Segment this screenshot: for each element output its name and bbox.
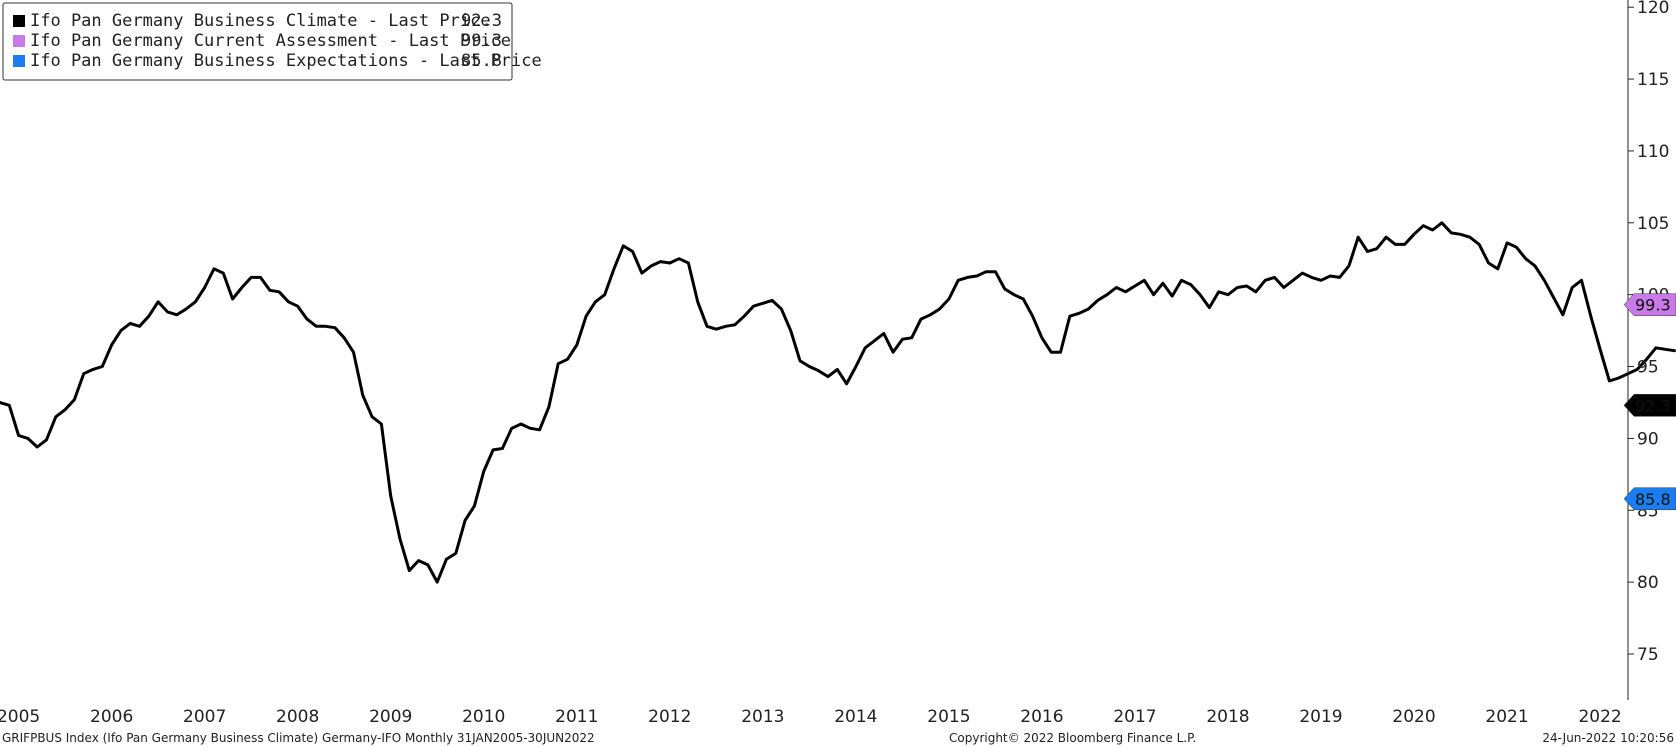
series-line-0 <box>0 221 1676 584</box>
legend-item: Ifo Pan Germany Business Expectations - … <box>13 51 542 71</box>
last-value-tag-label: 92.3 <box>1635 396 1671 415</box>
x-tick-label: 2009 <box>369 707 412 727</box>
last-value-tag-label: 99.3 <box>1635 296 1671 315</box>
x-tick-label: 2022 <box>1578 707 1621 727</box>
legend-swatch <box>13 35 25 47</box>
y-tick-label: 120 <box>1637 0 1669 18</box>
x-tick-label: 2014 <box>834 707 877 727</box>
x-tick-label: 2013 <box>741 707 784 727</box>
legend: Ifo Pan Germany Business Climate - Last … <box>2 2 542 81</box>
legend-item: Ifo Pan Germany Business Climate - Last … <box>13 11 502 31</box>
footer-copyright: Copyright© 2022 Bloomberg Finance L.P. <box>949 731 1197 745</box>
last-value-tag-shape <box>1623 487 1676 511</box>
last-value-tag-shape <box>1623 394 1676 417</box>
x-tick-label: 2007 <box>183 707 226 727</box>
y-tick-label: 95 <box>1637 358 1659 378</box>
last-value-tag: 85.8 <box>1623 487 1676 511</box>
x-tick-label: 2010 <box>462 707 505 727</box>
legend-value: 85.8 <box>461 51 502 71</box>
x-tick-label: 2008 <box>276 707 319 727</box>
last-value-tags: 99.3 92.3 85.8 <box>1623 293 1676 511</box>
footer-timestamp: 24-Jun-2022 10:20:56 <box>1542 731 1674 745</box>
x-tick-label: 2017 <box>1113 707 1156 727</box>
x-axis: 2005 2006 2007 2008 2009 2010 2011 2012 2013 2014… <box>0 707 1622 727</box>
last-value-tag-shape <box>1623 293 1676 316</box>
legend-value: 99.3 <box>461 31 502 51</box>
legend-label: Ifo Pan Germany Business Climate - Last … <box>30 11 491 31</box>
x-tick-label: 2006 <box>90 707 133 727</box>
y-tick-label: 80 <box>1637 573 1659 593</box>
x-tick-label: 2016 <box>1020 707 1063 727</box>
y-tick-label: 75 <box>1637 645 1659 665</box>
last-value-tag: 99.3 <box>1623 293 1676 316</box>
legend-swatch <box>13 55 25 67</box>
x-tick-label: 2012 <box>648 707 691 727</box>
x-tick-label: 2011 <box>555 707 598 727</box>
y-tick-label: 115 <box>1637 70 1669 90</box>
x-tick-label: 2021 <box>1485 707 1528 727</box>
x-tick-label: 2005 <box>0 707 40 727</box>
footer-source: GRIFPBUS Index (Ifo Pan Germany Business… <box>2 731 595 745</box>
y-tick-label: 90 <box>1637 429 1659 449</box>
y-tick-label: 110 <box>1637 142 1669 162</box>
plot-area <box>0 221 1676 584</box>
footer: GRIFPBUS Index (Ifo Pan Germany Business… <box>0 729 1676 747</box>
x-tick-label: 2018 <box>1206 707 1249 727</box>
y-tick-label: 105 <box>1637 214 1669 234</box>
last-value-tag-label: 85.8 <box>1635 490 1671 509</box>
x-tick-label: 2020 <box>1392 707 1435 727</box>
legend-value: 92.3 <box>461 11 502 31</box>
x-tick-label: 2015 <box>927 707 970 727</box>
legend-label: Ifo Pan Germany Business Expectations - … <box>30 51 542 71</box>
legend-box <box>2 2 513 81</box>
x-tick-label: 2019 <box>1299 707 1342 727</box>
legend-swatch <box>13 15 25 27</box>
legend-item: Ifo Pan Germany Current Assessment - Las… <box>13 31 511 51</box>
legend-label: Ifo Pan Germany Current Assessment - Las… <box>30 31 511 51</box>
last-value-tag: 92.3 <box>1623 394 1676 417</box>
